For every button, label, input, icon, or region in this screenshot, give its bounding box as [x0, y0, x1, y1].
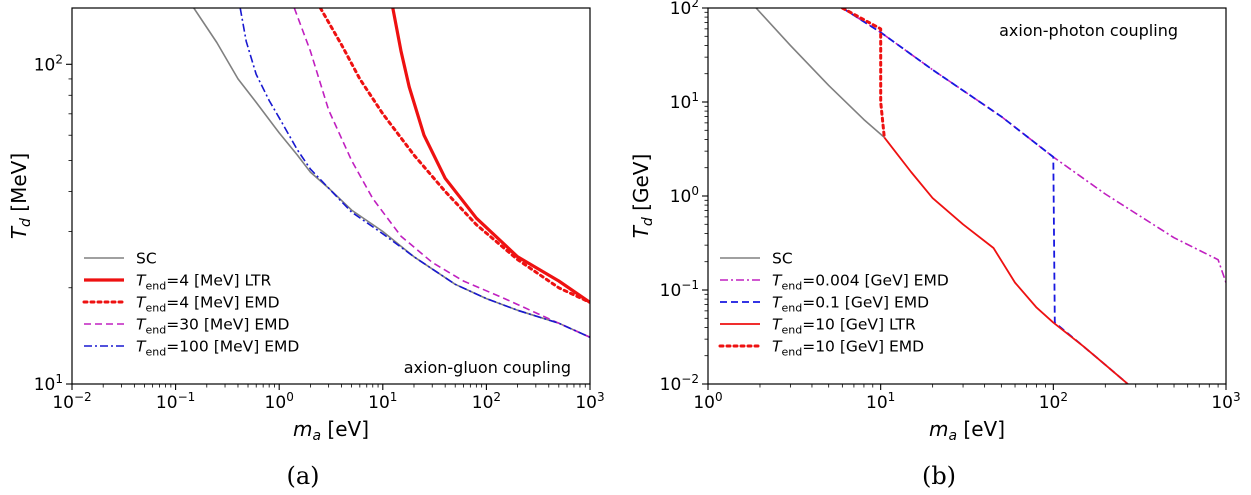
- legend-label-3: Tend=30 [MeV] EMD: [136, 316, 290, 337]
- legend-label-2: Tend=0.1 [GeV] EMD: [772, 294, 929, 315]
- minor-ticks: [704, 11, 1219, 388]
- axes-frame: [71, 7, 591, 385]
- legend-label-0: SC: [136, 250, 157, 268]
- x-axis-label: ma [eV]: [293, 417, 369, 444]
- series-line-1: [391, 8, 590, 304]
- legend-label-3: Tend=10 [GeV] LTR: [772, 316, 916, 337]
- x-tick-label-1: 10−1: [156, 390, 195, 413]
- y-tick-label-1: 102: [34, 52, 63, 75]
- y-tick-label-0: 101: [34, 372, 63, 395]
- series-line-2: [841, 8, 1129, 384]
- y-tick-label-4: 102: [670, 0, 699, 19]
- y-tick-label-0: 10−2: [660, 372, 699, 395]
- annotation: axion-gluon coupling: [404, 358, 571, 377]
- x-tick-label-2: 102: [1039, 390, 1068, 413]
- caption-b: (b): [922, 462, 956, 490]
- x-tick-label-0: 10−2: [52, 390, 91, 413]
- x-axis-label: ma [eV]: [929, 417, 1005, 444]
- series-line-1: [841, 8, 1226, 283]
- panel-a: 10−2 10−1 100 101 102 103 101 102 ma [eV] Td [MeV…: [7, 7, 605, 444]
- series-line-3: [883, 136, 1129, 384]
- series-line-2: [318, 8, 590, 304]
- y-tick-label-1: 10−1: [660, 278, 699, 301]
- plot-area: [193, 8, 590, 339]
- panel-b: 100 101 102 103 10−2 10−1 100 101 102 ma [eV] Td […: [629, 0, 1241, 444]
- legend-label-4: Tend=10 [GeV] EMD: [772, 338, 924, 359]
- series-line-3: [293, 8, 590, 339]
- y-tick-label-2: 100: [670, 184, 699, 207]
- x-tick-label-5: 103: [575, 390, 604, 413]
- series-line-4: [840, 8, 886, 139]
- x-tick-label-3: 103: [1211, 390, 1240, 413]
- x-tick-label-4: 102: [472, 390, 501, 413]
- legend-label-4: Tend=100 [MeV] EMD: [136, 338, 299, 359]
- plot-area: [755, 8, 1226, 384]
- series-line-4: [239, 8, 590, 339]
- annotation: axion-photon coupling: [999, 21, 1178, 40]
- legend-label-1: Tend=4 [MeV] LTR: [136, 272, 271, 293]
- x-tick-label-0: 100: [693, 390, 722, 413]
- x-tick-label-1: 101: [866, 390, 895, 413]
- series-line-0: [755, 8, 885, 139]
- legend-label-1: Tend=0.004 [GeV] EMD: [772, 272, 949, 293]
- y-tick-label-3: 101: [670, 90, 699, 113]
- legend-label-0: SC: [772, 250, 793, 268]
- y-axis-label: Td [GeV]: [629, 154, 656, 239]
- x-tick-label-2: 100: [265, 390, 294, 413]
- legend-label-2: Tend=4 [MeV] EMD: [136, 294, 280, 315]
- x-tick-label-3: 101: [368, 390, 397, 413]
- y-axis-label: Td [MeV]: [7, 153, 34, 239]
- caption-a: (a): [286, 462, 319, 490]
- minor-ticks: [68, 78, 586, 388]
